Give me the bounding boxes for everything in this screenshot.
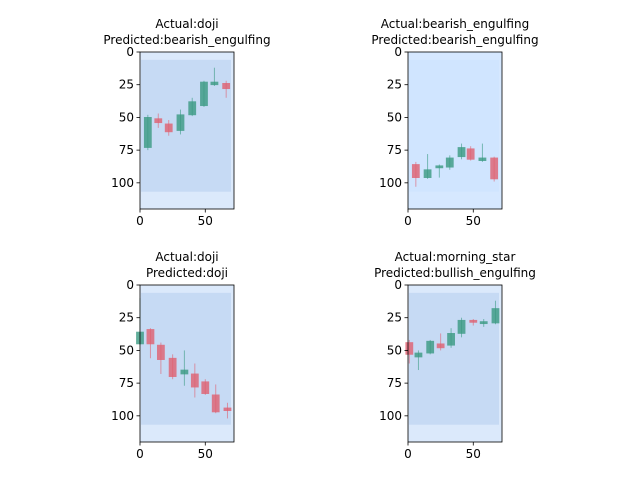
candle-body xyxy=(223,407,232,412)
y-tick-label: 25 xyxy=(387,78,402,92)
subplot-title: Actual:doji xyxy=(155,17,218,31)
candle-body xyxy=(143,117,152,148)
candle-body xyxy=(210,81,219,86)
y-tick-label: 0 xyxy=(394,45,402,59)
axes-frame xyxy=(407,51,503,210)
candle-body xyxy=(457,319,466,334)
candle-body xyxy=(411,164,420,178)
subplot-title: Actual:bearish_engulfing xyxy=(381,17,529,31)
y-tick-label: 25 xyxy=(119,78,134,92)
candle-body xyxy=(426,340,435,354)
subplot: 0 50 0 25 50 75 100 Actual:doji Predicted:bearis… xyxy=(103,17,270,228)
candle-body xyxy=(490,157,499,180)
y-tick-label: 100 xyxy=(379,409,402,423)
y-tick-label: 0 xyxy=(394,278,402,292)
candle-body xyxy=(479,321,488,325)
image-plot-area xyxy=(409,292,499,425)
y-tick-label: 50 xyxy=(119,110,134,124)
subplot-title: Predicted:bearish_engulfing xyxy=(371,33,538,47)
subplot-title: Predicted:bearish_engulfing xyxy=(103,33,270,47)
y-tick-label: 0 xyxy=(126,278,134,292)
candle-body xyxy=(154,118,163,124)
y-tick-label: 50 xyxy=(387,343,402,357)
candle-body xyxy=(436,343,445,349)
y-tick-label: 75 xyxy=(119,376,134,390)
candle-body xyxy=(211,394,220,413)
candle-body xyxy=(180,369,189,375)
candle-body xyxy=(469,319,478,323)
candle-body xyxy=(445,157,454,168)
candle-body xyxy=(176,114,185,131)
candle-body xyxy=(201,381,210,394)
y-tick-label: 75 xyxy=(387,376,402,390)
axes-frame xyxy=(139,51,235,210)
candle-body xyxy=(156,344,165,360)
subplot-title: Predicted:bullish_engulfing xyxy=(374,266,536,280)
subplot: 0 50 0 25 50 75 100 Actual:bearish_engulfing Pre… xyxy=(371,17,538,228)
x-tick-label: 50 xyxy=(198,214,213,228)
candle-body xyxy=(491,308,500,324)
candle-body xyxy=(222,83,231,90)
candle-body xyxy=(164,123,173,133)
subplot: 0 50 0 25 50 75 100 Actual:doji Predicted:doji xyxy=(111,250,235,461)
x-tick-label: 50 xyxy=(198,447,213,461)
y-tick-label: 100 xyxy=(111,176,134,190)
candle-body xyxy=(457,147,466,158)
x-tick-label: 50 xyxy=(466,214,481,228)
image-plot-area xyxy=(141,59,231,192)
y-tick-label: 100 xyxy=(111,409,134,423)
candle-body xyxy=(168,357,177,377)
x-tick-label: 0 xyxy=(136,214,144,228)
x-tick-label: 0 xyxy=(404,214,412,228)
candle-body xyxy=(190,373,199,388)
x-tick-label: 50 xyxy=(466,447,481,461)
axes-frame xyxy=(407,284,503,443)
subplot-title: Predicted:doji xyxy=(146,266,228,280)
y-tick-label: 25 xyxy=(387,311,402,325)
subplot-title: Actual:doji xyxy=(155,250,218,264)
y-tick-label: 50 xyxy=(387,110,402,124)
candle-body xyxy=(405,342,414,355)
y-tick-label: 100 xyxy=(379,176,402,190)
x-tick-label: 0 xyxy=(136,447,144,461)
y-tick-label: 75 xyxy=(387,143,402,157)
y-tick-label: 0 xyxy=(126,45,134,59)
candle-body xyxy=(414,352,423,358)
y-tick-label: 50 xyxy=(119,343,134,357)
x-tick-label: 0 xyxy=(404,447,412,461)
candle-body xyxy=(435,165,444,169)
y-tick-label: 75 xyxy=(119,143,134,157)
subplot: 0 50 0 25 50 75 100 Actual:morning_star Predicte… xyxy=(374,250,536,461)
candle-body xyxy=(200,81,208,107)
candle-body xyxy=(447,333,455,346)
axes-frame xyxy=(139,284,235,443)
candle-body xyxy=(466,148,475,160)
candle-body xyxy=(146,329,155,345)
subplot-title: Actual:morning_star xyxy=(395,250,516,264)
candle-body xyxy=(188,101,197,116)
candle-body xyxy=(423,169,432,178)
image-plot-area xyxy=(409,59,499,192)
y-tick-label: 25 xyxy=(119,311,134,325)
candle-body xyxy=(478,157,487,161)
